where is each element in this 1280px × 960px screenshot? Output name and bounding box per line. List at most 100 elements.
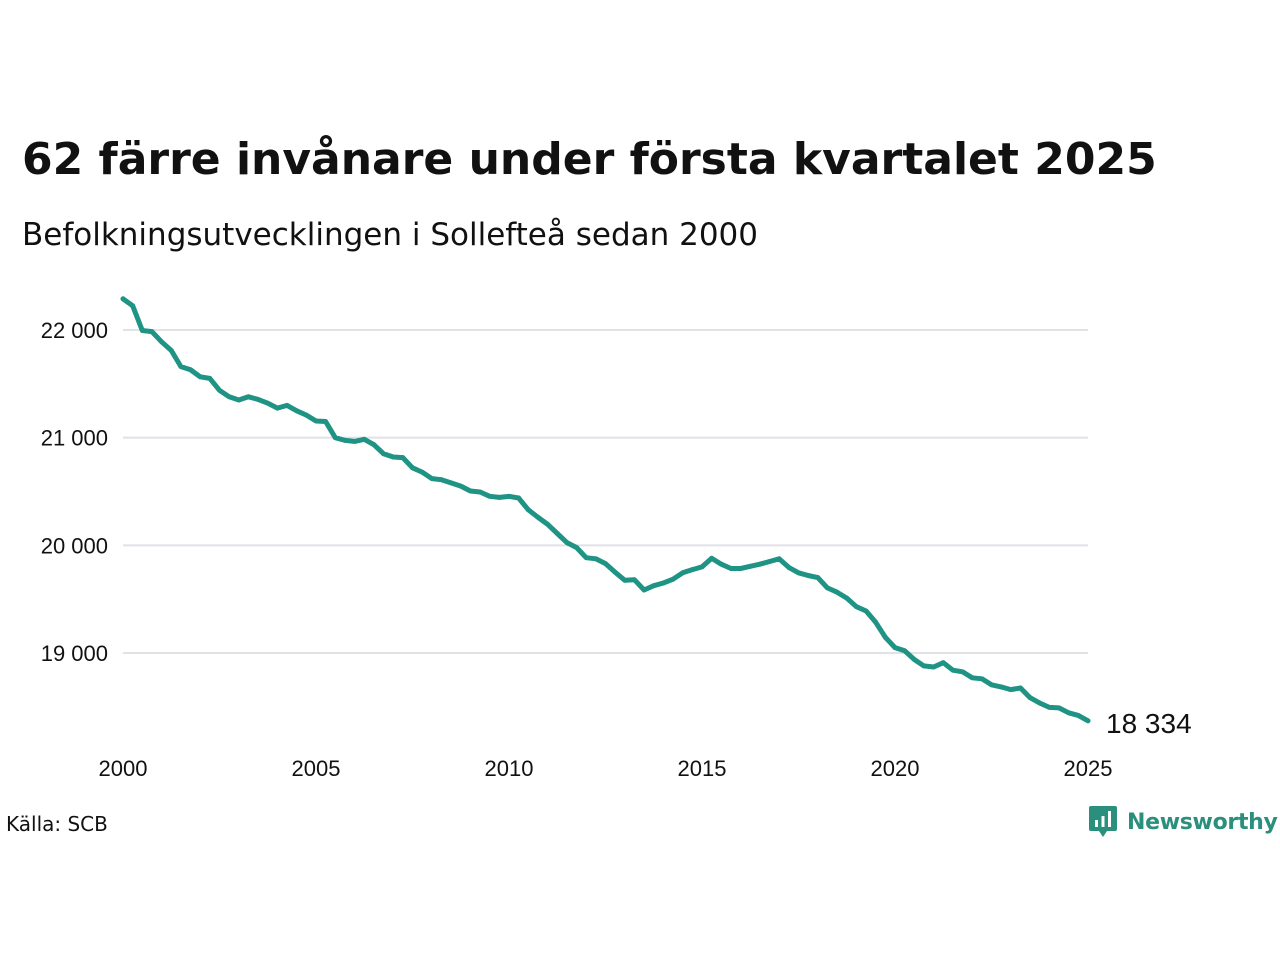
data-point	[313, 418, 319, 424]
data-point	[940, 660, 946, 666]
x-tick-label: 2000	[99, 756, 148, 781]
y-tick-label: 21 000	[41, 426, 108, 451]
data-point	[188, 367, 193, 373]
data-point	[651, 583, 657, 589]
x-tick-label: 2020	[871, 756, 920, 781]
data-point	[882, 634, 888, 640]
data-point	[207, 376, 213, 381]
y-tick-label: 22 000	[41, 318, 108, 343]
data-point	[226, 394, 232, 400]
data-point	[825, 585, 830, 591]
data-point	[728, 566, 734, 571]
data-point	[496, 495, 502, 500]
data-point	[844, 595, 850, 601]
data-point	[747, 563, 753, 569]
data-point	[468, 488, 473, 494]
data-point	[767, 559, 772, 564]
data-point	[709, 555, 715, 561]
y-tick-label: 19 000	[41, 641, 108, 666]
data-point	[255, 397, 261, 402]
data-point	[149, 329, 155, 335]
data-point	[805, 573, 811, 578]
data-point	[284, 402, 290, 408]
data-point	[535, 514, 541, 520]
data-point	[612, 569, 618, 575]
data-point	[670, 576, 676, 582]
data-point	[1066, 710, 1072, 716]
data-point	[178, 364, 184, 370]
data-point	[265, 400, 271, 406]
data-point	[1018, 685, 1023, 691]
data-point	[603, 561, 608, 567]
data-point	[458, 483, 464, 489]
data-point	[931, 664, 936, 670]
data-point	[796, 570, 801, 576]
x-tick-label: 2025	[1064, 756, 1113, 781]
data-point	[1037, 700, 1043, 706]
data-point	[342, 437, 348, 443]
x-tick-label: 2015	[678, 756, 727, 781]
data-point	[448, 480, 454, 486]
data-point	[246, 394, 251, 400]
data-point	[873, 619, 879, 625]
data-point	[303, 412, 309, 418]
data-point	[834, 589, 840, 595]
newsworthy-logo[interactable]: Newsworthy	[1088, 804, 1278, 840]
data-point	[545, 521, 550, 527]
series-line	[120, 296, 1091, 724]
data-point	[361, 436, 367, 442]
data-point	[854, 604, 859, 610]
gridlines	[123, 329, 1088, 654]
data-point	[487, 493, 493, 499]
data-point	[1027, 695, 1033, 701]
data-point	[390, 454, 396, 460]
chart-subtitle: Befolkningsutvecklingen i Sollefteå seda…	[22, 217, 759, 253]
data-point	[593, 556, 599, 562]
data-point	[159, 339, 165, 345]
data-point	[371, 442, 377, 448]
data-point	[217, 387, 222, 393]
source-note: Källa: SCB	[6, 812, 108, 836]
data-point	[236, 397, 242, 403]
brand-name: Newsworthy	[1127, 809, 1278, 835]
series-layer	[120, 296, 1091, 724]
data-point	[998, 684, 1004, 690]
data-point	[583, 555, 589, 561]
data-point	[332, 435, 338, 441]
data-point	[275, 405, 280, 411]
data-point	[786, 565, 792, 570]
x-axis-tick-labels: 2000 2005 2010 2015 2020 2025	[99, 756, 1113, 781]
data-point	[892, 645, 898, 651]
x-tick-label: 2005	[292, 756, 341, 781]
data-point	[680, 570, 686, 576]
data-point	[564, 540, 570, 546]
data-point	[641, 587, 647, 593]
data-point	[429, 476, 435, 481]
data-point	[632, 577, 637, 583]
data-point	[400, 455, 406, 460]
data-point	[699, 564, 705, 570]
data-point	[554, 531, 560, 536]
data-point	[960, 669, 965, 675]
newsworthy-logo-icon	[1089, 806, 1117, 837]
data-point	[815, 575, 821, 581]
data-point	[352, 439, 357, 444]
chart-title: 62 färre invånare under första kvartalet…	[22, 134, 1157, 185]
data-point	[661, 580, 666, 586]
data-point	[516, 495, 522, 501]
data-point	[323, 419, 329, 424]
data-point	[381, 451, 386, 457]
data-point	[130, 303, 136, 309]
data-point	[419, 469, 425, 475]
data-point	[1008, 687, 1014, 693]
data-point	[506, 493, 512, 499]
data-point	[757, 561, 763, 567]
y-axis-tick-labels: 19 000 20 000 21 000 22 000	[41, 318, 108, 666]
data-point	[139, 328, 145, 333]
data-point	[1056, 705, 1062, 711]
data-point	[863, 608, 869, 614]
data-point	[911, 657, 917, 662]
data-point	[1075, 713, 1081, 718]
y-tick-label: 20 000	[41, 533, 108, 558]
